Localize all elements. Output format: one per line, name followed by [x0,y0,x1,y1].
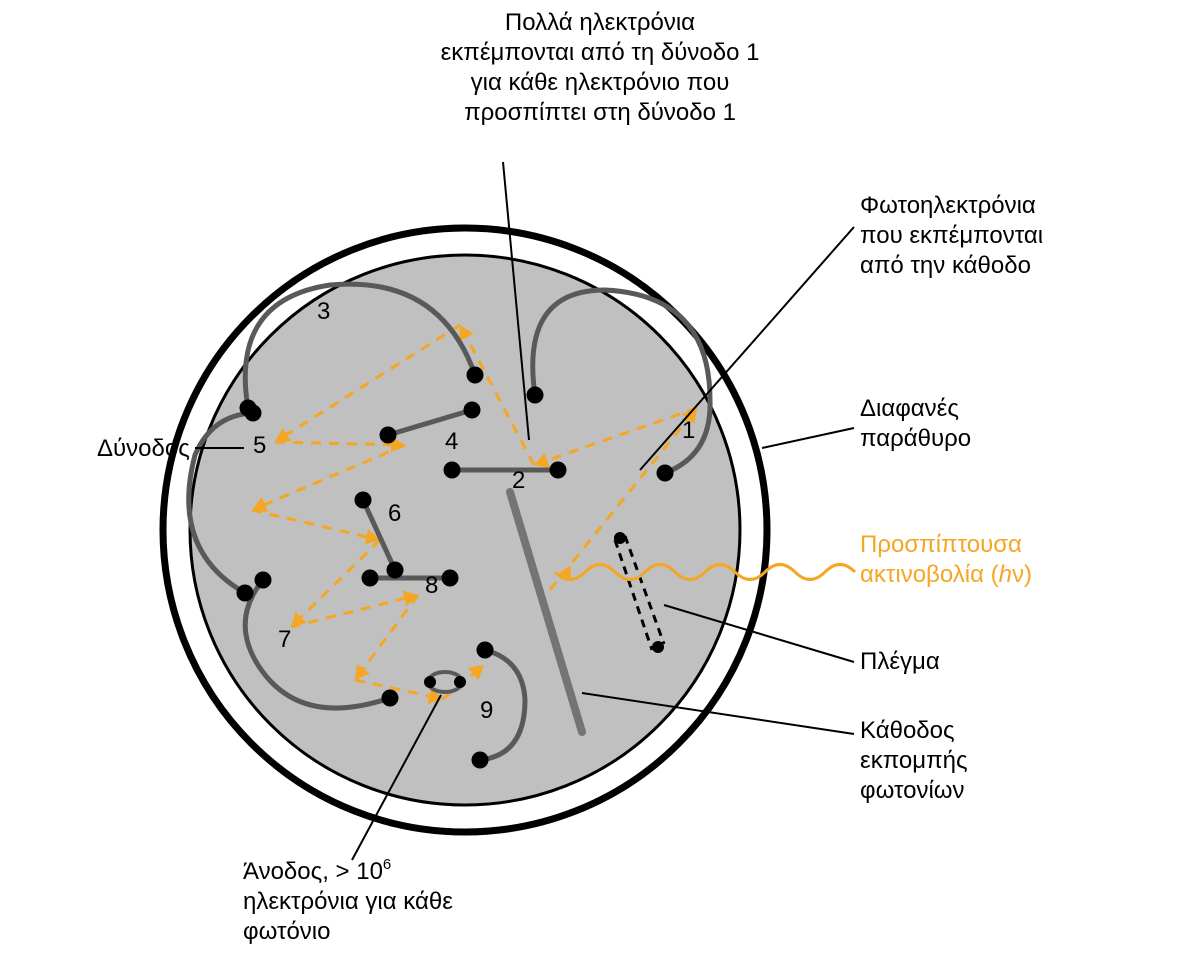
label-cathode: Κάθοδοςεκπομπήςφωτονίων [860,717,968,804]
dynode-number: 7 [278,626,291,653]
dynode-dot [382,690,399,707]
anode-dot [424,676,436,688]
dynode-number: 4 [445,428,458,455]
dynode-number: 6 [388,500,401,527]
dynode-dot [467,367,484,384]
dynode-dot [657,465,674,482]
dynode-dot [464,402,481,419]
label-radiation: Προσπίπτουσαακτινοβολία (hν) [860,531,1032,588]
dynode-dot [472,752,489,769]
leader-line [762,428,854,448]
dynode-dot [245,405,262,422]
dynode-number: 3 [317,298,330,325]
grid-dot [652,641,664,653]
label-window: Διαφανέςπαράθυρο [860,395,971,452]
label-dynode: Δύνοδος [97,435,190,462]
dynode-dot [550,462,567,479]
label-grid: Πλέγμα [860,648,940,675]
dynode-dot [442,570,459,587]
dynode-dot [355,492,372,509]
label-photoelectrons: Φωτοηλεκτρόνιαπου εκπέμπονταιαπό την κάθ… [860,192,1043,279]
dynode-dot [255,572,272,589]
dynode-dot [387,562,404,579]
dynode-dot [380,427,397,444]
dynode-dot [527,387,544,404]
dynode-dot [362,570,379,587]
anode-dot [454,676,466,688]
photomultiplier-diagram: 123456789Πολλά ηλεκτρόνιαεκπέμπονται από… [0,0,1197,949]
label-anode: Άνοδος, > 106ηλεκτρόνια για κάθεφωτόνιο [243,856,453,945]
dynode-number: 8 [425,572,438,599]
dynode-dot [477,642,494,659]
dynode-number: 5 [253,432,266,459]
dynode-dot [444,462,461,479]
grid-dot [614,532,626,544]
dynode-dot [237,585,254,602]
label-top-multi: Πολλά ηλεκτρόνιαεκπέμπονται από τη δύνοδ… [441,9,760,126]
dynode-number: 9 [480,697,493,724]
dynode-number: 2 [512,467,525,494]
